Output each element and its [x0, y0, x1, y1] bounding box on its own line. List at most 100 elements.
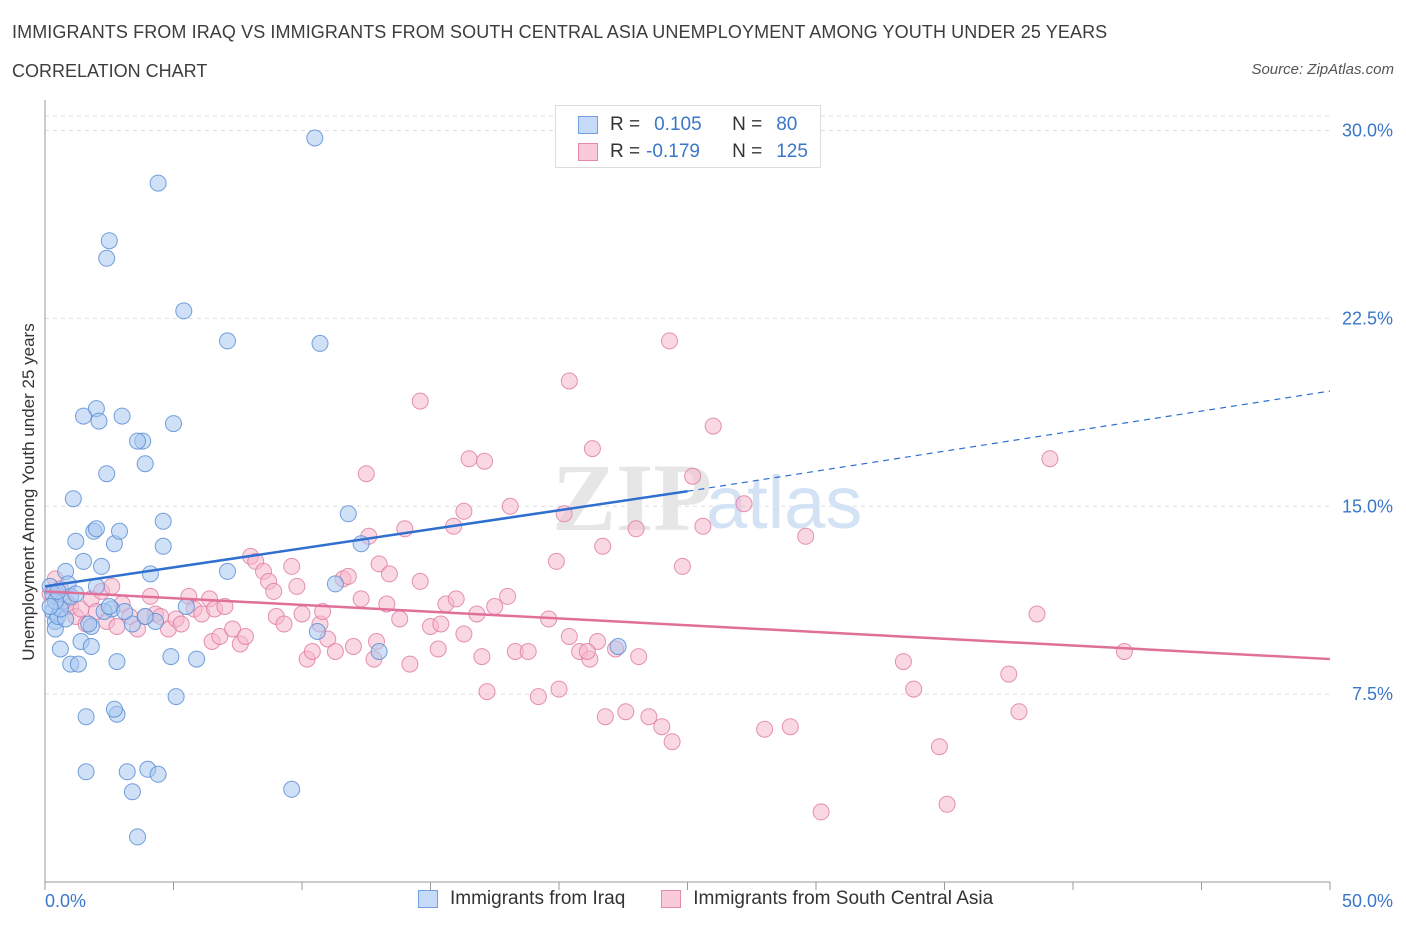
iraq-point-51: [100, 232, 118, 250]
sca-point-86: [684, 467, 702, 485]
y-tick-label-3: 30.0%: [1342, 121, 1393, 141]
iraq-point-23: [87, 520, 105, 538]
iraq-point-73: [136, 608, 154, 625]
y-tick-label-2: 22.5%: [1342, 308, 1393, 328]
source-label: Source: ZipAtlas.com: [1251, 61, 1394, 78]
sca-point-99: [1010, 703, 1028, 721]
sca-point-92: [797, 527, 815, 545]
y-tick-labels: 7.5% 15.0% 22.5% 30.0%: [1342, 121, 1393, 705]
iraq-point-71: [80, 615, 98, 633]
series-legend-iraq[interactable]: Immigrants from Iraq: [418, 888, 625, 910]
sca-point-34: [237, 628, 254, 645]
iraq-point-36: [136, 455, 154, 473]
iraq-point-31: [111, 522, 128, 540]
series-legend: Immigrants from Iraq Immigrants from Sou…: [418, 888, 1029, 910]
sca-point-42: [283, 557, 301, 575]
iraq-point-19: [77, 763, 95, 781]
x-tick-label-0: 0.0%: [45, 891, 86, 911]
iraq-point-18: [77, 708, 95, 726]
iraq-trend-extension: [687, 390, 1331, 492]
sca-point-30: [211, 628, 229, 645]
sca-point-104: [560, 372, 578, 390]
iraq-point-55: [311, 334, 329, 352]
gridlines: [45, 115, 1330, 695]
chart-subtitle: CORRELATION CHART: [12, 61, 208, 81]
iraq-point-67: [609, 638, 627, 655]
sca-point-59: [411, 572, 429, 590]
iraq-point-66: [370, 643, 388, 660]
series-swatch-sca: [661, 890, 682, 908]
iraq-point-42: [154, 537, 172, 555]
sca-trend-line: [44, 590, 1331, 661]
iraq-point-50: [149, 174, 167, 192]
sca-point-73: [550, 680, 568, 698]
iraq-point-33: [123, 783, 141, 801]
iraq-point-62: [339, 505, 357, 523]
y-tick-label-0: 7.5%: [1352, 684, 1393, 704]
sca-point-96: [930, 738, 948, 756]
iraq-point-34: [129, 828, 146, 846]
sca-point-55: [370, 555, 388, 573]
sca-point-115: [627, 520, 645, 538]
iraq-point-14: [67, 532, 85, 550]
sca-point-61: [429, 640, 447, 658]
legend-n-value-iraq: 80: [776, 114, 798, 135]
legend-r-value-iraq: 0.105: [654, 114, 702, 135]
sca-point-67: [486, 598, 504, 615]
sca-point-64: [455, 625, 473, 643]
sca-point-111: [501, 497, 519, 515]
watermark-atlas: atlas: [706, 461, 862, 544]
legend-r-label-sca: R =: [610, 141, 641, 162]
sca-points: [41, 332, 1133, 821]
iraq-point-46: [188, 650, 206, 668]
series-legend-sca[interactable]: Immigrants from South Central Asia: [661, 888, 993, 910]
legend-n-label-iraq: N =: [732, 114, 763, 135]
sca-point-52: [352, 590, 370, 608]
iraq-point-47: [219, 562, 236, 580]
sca-point-44: [293, 605, 311, 623]
iraq-point-74: [100, 598, 118, 615]
sca-point-49: [326, 643, 344, 660]
legend-n-value-sca: 125: [776, 141, 808, 162]
iraq-point-32: [118, 763, 136, 781]
sca-point-120: [339, 567, 357, 585]
sca-point-84: [663, 733, 681, 751]
x-tick-labels: 0.0% 50.0%: [45, 891, 1393, 911]
iraq-point-40: [149, 765, 167, 783]
sca-point-105: [411, 392, 429, 410]
sca-point-118: [432, 615, 450, 633]
legend-n-label-sca: N =: [732, 141, 763, 162]
iraq-point-79: [116, 603, 134, 620]
iraq-point-13: [64, 490, 82, 508]
iraq-point-43: [162, 648, 180, 666]
sca-point-123: [578, 643, 596, 660]
iraq-point-17: [75, 552, 92, 570]
iraq-trend-line: [44, 489, 688, 588]
x-tick-label-1: 50.0%: [1342, 891, 1393, 911]
sca-point-83: [653, 718, 671, 736]
trend-lines: [44, 390, 1331, 661]
legend-r-value-sca: -0.179: [646, 141, 700, 162]
sca-point-85: [673, 557, 691, 575]
sca-point-77: [589, 633, 606, 650]
sca-point-107: [460, 450, 478, 468]
sca-point-117: [547, 552, 565, 570]
sca-point-71: [529, 688, 547, 706]
iraq-point-6: [51, 640, 69, 658]
sca-point-93: [812, 803, 830, 821]
sca-point-70: [519, 643, 537, 660]
sca-point-101: [1041, 450, 1059, 468]
sca-point-109: [357, 465, 375, 483]
iraq-point-45: [177, 598, 195, 615]
iraq-points: [41, 129, 627, 846]
iraq-point-30: [108, 653, 126, 671]
iraq-point-48: [283, 780, 301, 798]
iraq-point-53: [175, 302, 193, 320]
legend-swatch-iraq: [578, 116, 598, 134]
sca-point-108: [476, 452, 493, 470]
sca-point-90: [756, 720, 774, 738]
iraq-point-26: [98, 465, 116, 483]
sca-point-80: [617, 703, 635, 721]
sca-point-68: [499, 587, 517, 605]
legend-swatch-sca: [578, 143, 598, 161]
